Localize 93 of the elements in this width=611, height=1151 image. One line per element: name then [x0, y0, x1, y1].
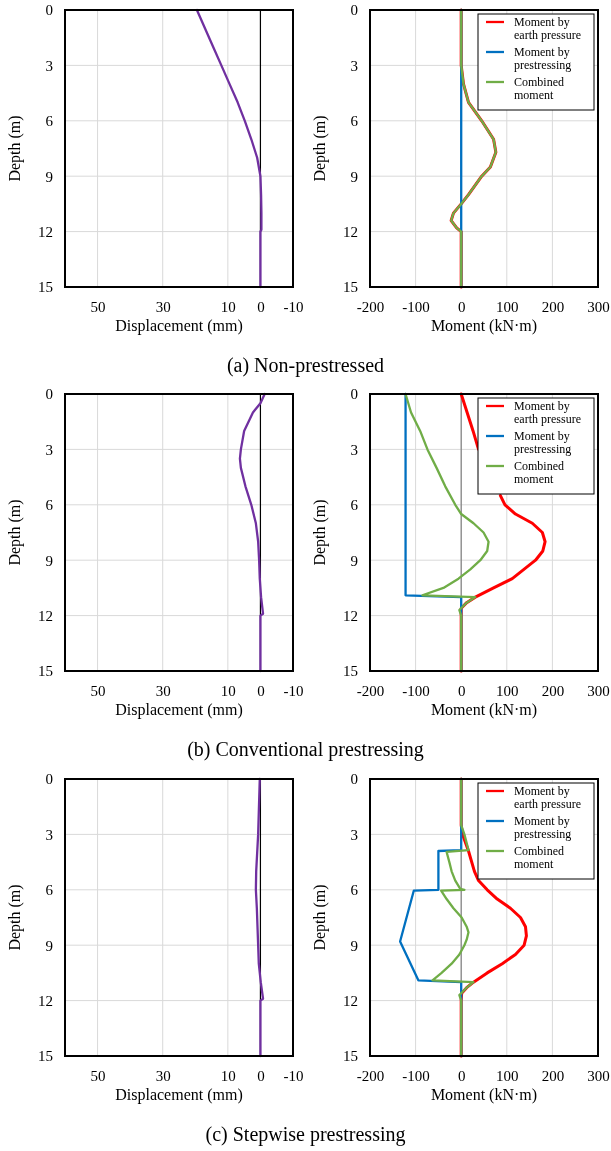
x-tick-label: 300	[587, 298, 610, 315]
y-tick-label: 12	[38, 607, 53, 624]
x-tick-label: -100	[402, 298, 430, 315]
x-axis-title: Displacement (mm)	[115, 701, 243, 719]
y-tick-label: 6	[45, 113, 54, 130]
x-tick-label: 300	[587, 1067, 610, 1084]
y-tick-label: 15	[38, 279, 53, 296]
text: (b) Conventional prestressing	[186, 738, 425, 761]
x-tick-label: 10	[220, 1067, 236, 1084]
x-tick-label: 100	[496, 682, 519, 699]
y-axis-title: Depth (m)	[6, 884, 24, 951]
x-tick-label: -200	[356, 682, 385, 699]
x-tick-label: -100	[402, 1067, 430, 1084]
x-tick-label: 0	[457, 682, 466, 699]
y-tick-label: 12	[38, 992, 53, 1009]
y-tick-label: 15	[38, 663, 53, 680]
legend-label: Moment by earth pressure	[514, 784, 581, 811]
y-tick-label: 6	[350, 882, 359, 899]
y-tick-label: 15	[343, 279, 358, 296]
legend-label: Combined moment	[514, 844, 564, 871]
x-tick-label: 10	[220, 682, 236, 699]
x-tick-label: -10	[283, 298, 304, 315]
y-axis-title: Depth (m)	[311, 115, 329, 182]
x-tick-label: 200	[541, 682, 565, 699]
x-axis-title: Displacement (mm)	[115, 1086, 243, 1104]
x-tick-label: -100	[402, 682, 430, 699]
x-tick-label: 200	[541, 298, 565, 315]
x-tick-label: 0	[257, 298, 265, 315]
y-tick-label: 0	[45, 386, 53, 403]
y-tick-label: 3	[350, 826, 358, 843]
x-tick-label: 100	[496, 298, 519, 315]
x-axis-title: Moment (kN·m)	[430, 1086, 538, 1104]
x-tick-label: 50	[90, 1067, 106, 1084]
y-tick-label: 9	[350, 552, 358, 569]
y-tick-label: 0	[350, 771, 358, 788]
x-axis-title: Displacement (mm)	[115, 317, 243, 335]
x-tick-label: 300	[587, 682, 610, 699]
x-tick-label: 10	[220, 298, 236, 315]
y-axis-title: Depth (m)	[311, 884, 329, 951]
x-tick-label: -10	[283, 682, 304, 699]
x-tick-label: 0	[257, 682, 265, 699]
y-tick-label: 6	[350, 497, 359, 514]
y-tick-label: 9	[350, 937, 358, 954]
y-tick-label: 9	[45, 168, 53, 185]
legend-label: Combined moment	[514, 75, 564, 102]
x-tick-label: 0	[457, 1067, 466, 1084]
y-tick-label: 12	[343, 223, 358, 240]
y-axis-title: Depth (m)	[6, 499, 24, 566]
y-tick-label: 6	[350, 113, 359, 130]
legend-label: Moment by earth pressure	[514, 15, 581, 42]
x-tick-label: 30	[155, 682, 171, 699]
x-tick-label: 30	[155, 298, 171, 315]
x-tick-label: -200	[356, 1067, 385, 1084]
x-tick-label: -10	[283, 1067, 304, 1084]
y-tick-label: 0	[350, 386, 358, 403]
y-tick-label: 3	[45, 441, 53, 458]
y-axis-title: Depth (m)	[311, 499, 329, 566]
legend-label: Combined moment	[514, 459, 564, 486]
text: (a) Non-prestressed	[225, 354, 386, 377]
y-tick-label: 0	[45, 2, 53, 19]
x-tick-label: 50	[90, 298, 106, 315]
y-tick-label: 3	[350, 441, 358, 458]
x-axis-title: Moment (kN·m)	[430, 317, 538, 335]
y-tick-label: 12	[343, 992, 358, 1009]
y-tick-label: 6	[45, 497, 54, 514]
y-tick-label: 12	[38, 223, 53, 240]
x-tick-label: 50	[90, 682, 106, 699]
x-tick-label: 0	[457, 298, 466, 315]
y-tick-label: 3	[45, 57, 53, 74]
y-tick-label: 3	[350, 57, 358, 74]
y-tick-label: 0	[350, 2, 358, 19]
y-tick-label: 6	[45, 882, 54, 899]
x-axis-title: Moment (kN·m)	[430, 701, 538, 719]
y-tick-label: 15	[38, 1048, 53, 1065]
legend-label: Moment by prestressing	[514, 814, 572, 841]
y-tick-label: 0	[45, 771, 53, 788]
y-axis-title: Depth (m)	[6, 115, 24, 182]
legend-label: Moment by prestressing	[514, 429, 572, 456]
x-tick-label: 200	[541, 1067, 565, 1084]
y-tick-label: 3	[45, 826, 53, 843]
x-tick-label: -200	[356, 298, 385, 315]
x-tick-label: 30	[155, 1067, 171, 1084]
x-tick-label: 0	[257, 1067, 265, 1084]
y-tick-label: 9	[350, 168, 358, 185]
legend-label: Moment by earth pressure	[514, 399, 581, 426]
y-tick-label: 15	[343, 663, 358, 680]
y-tick-label: 9	[45, 937, 53, 954]
y-tick-label: 12	[343, 607, 358, 624]
text: (c) Stepwise prestressing	[204, 1123, 407, 1146]
y-tick-label: 15	[343, 1048, 358, 1065]
y-tick-label: 9	[45, 552, 53, 569]
legend-label: Moment by prestressing	[514, 45, 572, 72]
x-tick-label: 100	[496, 1067, 519, 1084]
